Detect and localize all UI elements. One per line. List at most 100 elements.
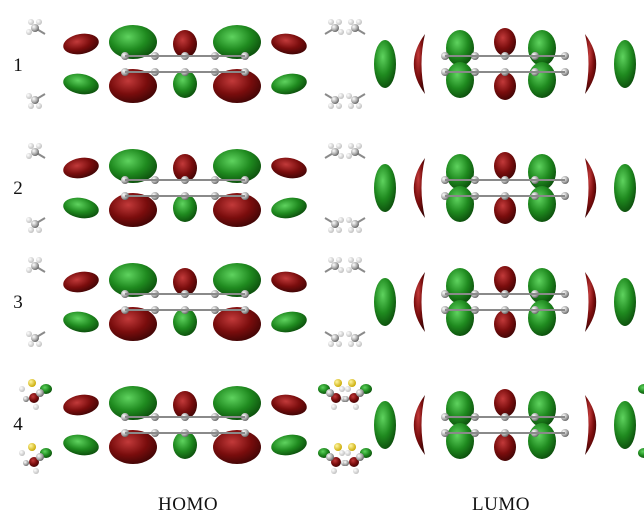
hydrogen-atom — [346, 93, 352, 99]
hydrogen-atom — [345, 450, 351, 456]
orbital-lobe-red — [413, 34, 425, 94]
hydrogen-atom — [348, 19, 354, 25]
carbon-atom — [23, 396, 29, 402]
orbital-lobe-green — [271, 197, 307, 219]
hydrogen-atom — [348, 103, 354, 109]
orbital-lobe-green — [528, 391, 556, 427]
row-label-1: 1 — [13, 55, 23, 76]
hydrogen-atom — [28, 143, 34, 149]
orbital-lobe-red — [413, 272, 425, 332]
orbital-lobe-red — [271, 271, 307, 293]
hydrogen-atom — [28, 341, 34, 347]
orbital-lobe-green — [528, 62, 556, 98]
carbon-atom — [351, 262, 359, 270]
hydrogen-atom — [338, 331, 344, 337]
homo-orbital-3 — [26, 257, 344, 347]
hydrogen-atom — [36, 257, 42, 263]
orbital-lobe-green — [614, 278, 636, 326]
hydrogen-atom — [328, 227, 334, 233]
orbital-lobe-green — [614, 401, 636, 449]
carbon-atom — [31, 220, 39, 228]
lumo-orbital-1 — [346, 19, 636, 109]
hydrogen-atom — [336, 341, 342, 347]
orbital-lobe-red — [271, 157, 307, 179]
orbital-lobe-green — [614, 164, 636, 212]
orbital-lobe-red — [173, 391, 197, 419]
hydrogen-atom — [26, 267, 32, 273]
hydrogen-atom — [356, 227, 362, 233]
orbital-lobe-red — [494, 152, 516, 180]
hydrogen-atom — [36, 143, 42, 149]
carbon-atom — [351, 148, 359, 156]
hydrogen-atom — [28, 227, 34, 233]
hydrogen-atom — [36, 227, 42, 233]
orbital-lobe-red — [494, 266, 516, 294]
orbital-lobe-green — [173, 194, 197, 222]
orbital-lobe-green — [213, 263, 261, 297]
orbital-lobe-green — [446, 423, 474, 459]
hydrogen-atom — [26, 29, 32, 35]
hydrogen-atom — [19, 450, 25, 456]
hydrogen-atom — [346, 331, 352, 337]
carbon-atom — [31, 262, 39, 270]
hydrogen-atom — [336, 257, 342, 263]
carbon-atom — [36, 453, 44, 461]
orbital-lobe-green — [528, 30, 556, 66]
column-label-lumo: LUMO — [472, 494, 530, 515]
hydrogen-atom — [331, 404, 337, 410]
hydrogen-atom — [36, 341, 42, 347]
carbon-atom — [356, 453, 364, 461]
orbital-lobe-green — [528, 154, 556, 190]
orbital-lobe-red — [585, 158, 597, 218]
hydrogen-atom — [28, 257, 34, 263]
hydrogen-atom — [28, 103, 34, 109]
row-label-2: 2 — [13, 178, 23, 199]
orbital-lobe-green — [528, 423, 556, 459]
orbital-lobe-red — [213, 307, 261, 341]
orbital-lobe-red — [213, 69, 261, 103]
carbon-atom — [31, 148, 39, 156]
orbital-lobe-green — [173, 70, 197, 98]
hydrogen-atom — [26, 217, 32, 223]
hydrogen-atom — [36, 103, 42, 109]
hydrogen-atom — [336, 19, 342, 25]
orbital-lobe-red — [494, 196, 516, 224]
hydrogen-atom — [19, 386, 25, 392]
sulfur-atom — [348, 443, 356, 451]
orbital-lobe-green — [528, 300, 556, 336]
orbital-lobe-red — [585, 395, 597, 455]
hydrogen-atom — [328, 257, 334, 263]
hydrogen-atom — [356, 341, 362, 347]
carbon-atom — [23, 460, 29, 466]
orbital-lobe-red — [494, 72, 516, 100]
homo-orbital-2 — [26, 143, 344, 233]
carbon-atom — [326, 389, 334, 397]
sulfur-atom — [334, 443, 342, 451]
hydrogen-atom — [338, 29, 344, 35]
hydrogen-atom — [33, 468, 39, 474]
hydrogen-atom — [26, 331, 32, 337]
lumo-orbital-2 — [346, 143, 636, 233]
orbital-lobe-red — [331, 393, 341, 403]
orbital-lobe-red — [349, 393, 359, 403]
orbital-lobe-red — [109, 307, 157, 341]
lumo-orbital-3 — [346, 257, 636, 347]
hydrogen-atom — [356, 257, 362, 263]
orbital-lobe-green — [528, 186, 556, 222]
carbon-atom — [343, 396, 349, 402]
orbital-lobe-red — [63, 157, 99, 179]
hydrogen-atom — [346, 267, 352, 273]
hydrogen-atom — [336, 227, 342, 233]
hydrogen-atom — [339, 450, 345, 456]
hydrogen-atom — [348, 227, 354, 233]
orbital-lobe-green — [109, 25, 157, 59]
orbital-lobe-red — [271, 33, 307, 55]
hydrogen-atom — [346, 217, 352, 223]
orbital-lobe-green — [446, 186, 474, 222]
orbital-lobe-red — [585, 34, 597, 94]
carbon-atom — [351, 24, 359, 32]
hydrogen-atom — [353, 468, 359, 474]
orbital-lobe-green — [173, 431, 197, 459]
lumo-orbital-4 — [339, 379, 644, 474]
hydrogen-atom — [353, 404, 359, 410]
